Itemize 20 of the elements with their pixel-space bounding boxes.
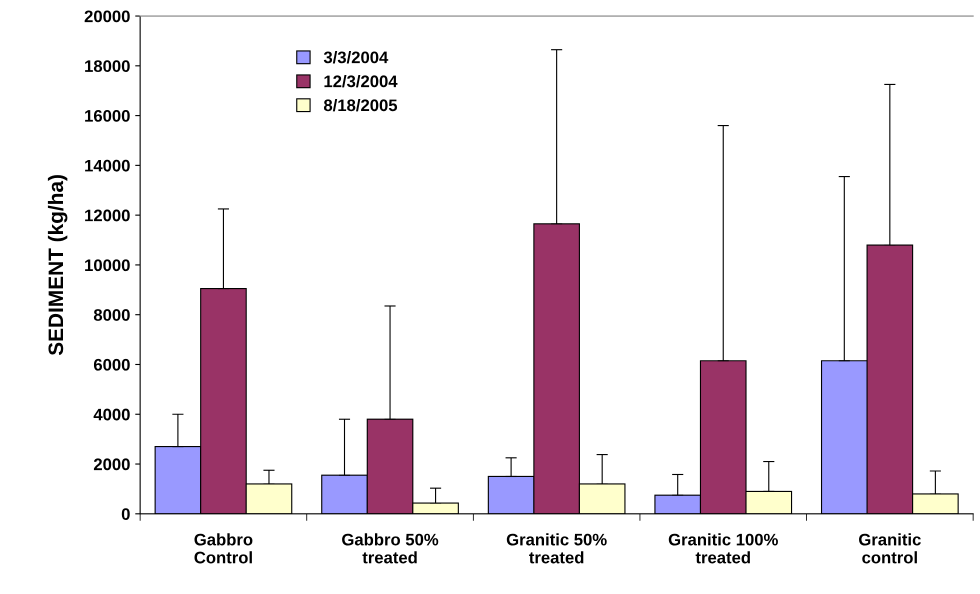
x-tick-label: Gabbro 50% treated (342, 533, 438, 564)
legend-label: 3/3/2004 (324, 51, 388, 64)
x-tick-label: Granitic 100% treated (668, 533, 778, 564)
legend-label: 12/3/2004 (324, 74, 398, 88)
y-tick-label: 16000 (85, 110, 130, 122)
y-tick-label: 18000 (85, 60, 130, 72)
y-tick-label: 4000 (94, 408, 130, 420)
y-tick-label: 2000 (94, 458, 130, 470)
y-tick-label: 10000 (85, 259, 130, 272)
y-tick-label: 8000 (94, 309, 130, 321)
y-axis-title: SEDIMENT (kg/ha) (48, 175, 68, 356)
x-tick-label: Granitic control (859, 533, 921, 564)
y-tick-label: 0 (122, 508, 130, 520)
y-tick-label: 6000 (94, 358, 130, 371)
y-tick-label: 14000 (85, 160, 130, 172)
x-tick-label: Granitic 50% treated (506, 533, 607, 564)
y-tick-label: 20000 (84, 10, 130, 22)
x-tick-label: Gabbro Control (194, 533, 252, 564)
legend-label: 8/18/2005 (324, 98, 398, 112)
y-tick-label: 12000 (85, 210, 130, 222)
